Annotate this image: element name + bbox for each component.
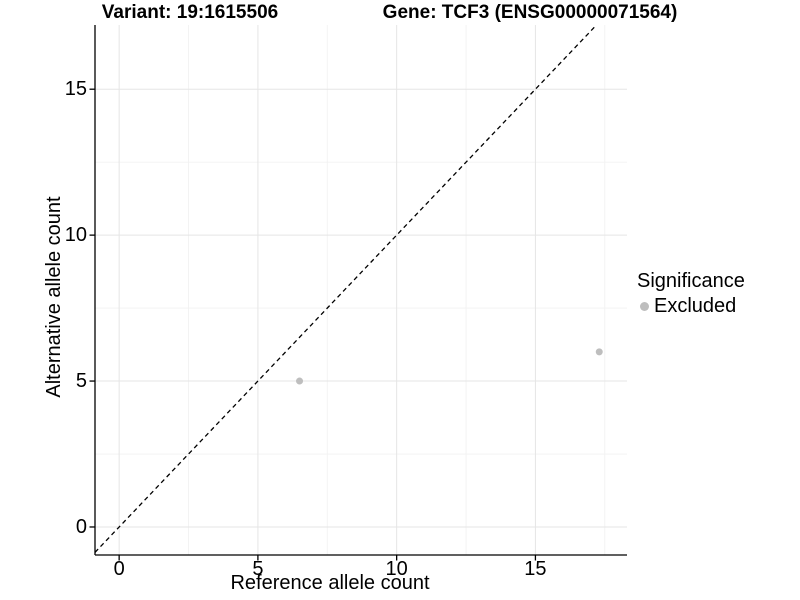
y-tick-label: 5 (75, 370, 87, 393)
legend: Significance Excluded (637, 269, 745, 317)
x-tick-label: 0 (113, 558, 125, 580)
x-tick-label: 10 (385, 558, 408, 580)
y-axis-title: Alternative allele count (43, 196, 65, 398)
identity-line (94, 24, 597, 553)
y-tick-label: 0 (75, 515, 87, 538)
legend-title: Significance (637, 270, 745, 292)
x-tick-label: 15 (524, 558, 547, 580)
excluded-dot-icon (640, 301, 649, 311)
gene-title: Gene: TCF3 (ENSG00000071564) (382, 2, 678, 23)
legend-item-excluded: Excluded (637, 295, 745, 317)
x-axis-title: Reference allele count (230, 572, 430, 594)
x-tick-label: 5 (252, 558, 264, 580)
legend-item-label: Excluded (654, 295, 737, 317)
y-tick-label: 10 (64, 224, 87, 247)
variant-title: Variant: 19:1615506 (101, 2, 279, 23)
data-point (595, 348, 603, 356)
data-point (296, 377, 304, 385)
y-tick-label: 15 (64, 78, 87, 101)
